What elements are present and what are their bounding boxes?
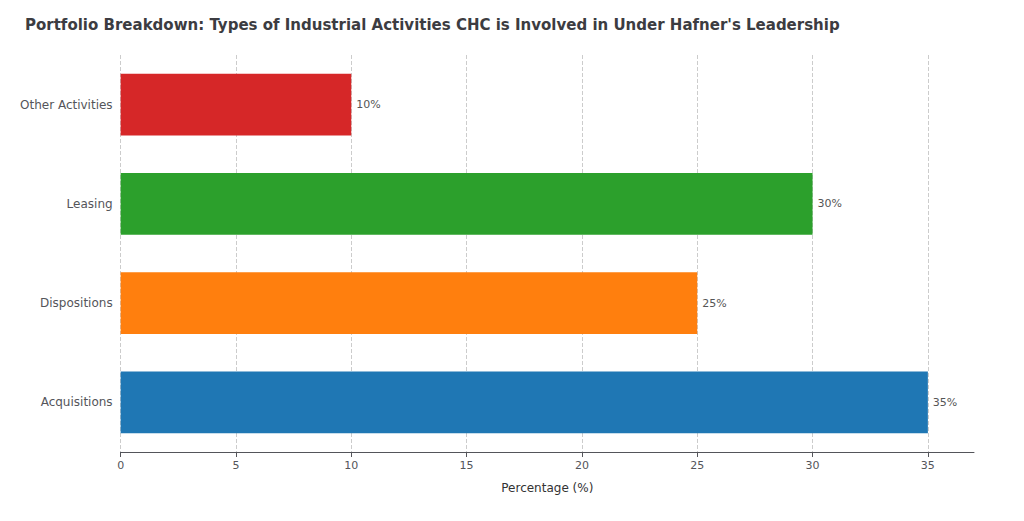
svg-text:Dispositions: Dispositions [40, 296, 113, 310]
svg-text:35: 35 [921, 459, 935, 472]
svg-text:0: 0 [117, 459, 124, 472]
svg-text:25: 25 [690, 459, 704, 472]
svg-text:35%: 35% [933, 396, 957, 409]
svg-text:10%: 10% [356, 98, 380, 111]
svg-text:15: 15 [460, 459, 474, 472]
svg-text:10: 10 [344, 459, 358, 472]
svg-text:Leasing: Leasing [67, 197, 113, 211]
svg-text:20: 20 [575, 459, 589, 472]
svg-text:Portfolio Breakdown: Types of: Portfolio Breakdown: Types of Industrial… [25, 16, 840, 34]
svg-text:Acquisitions: Acquisitions [41, 395, 113, 409]
svg-text:Other Activities: Other Activities [20, 98, 113, 112]
svg-text:30: 30 [806, 459, 820, 472]
svg-text:30%: 30% [818, 197, 842, 210]
svg-text:25%: 25% [702, 297, 726, 310]
svg-text:5: 5 [232, 459, 239, 472]
svg-text:Percentage (%): Percentage (%) [501, 481, 593, 495]
